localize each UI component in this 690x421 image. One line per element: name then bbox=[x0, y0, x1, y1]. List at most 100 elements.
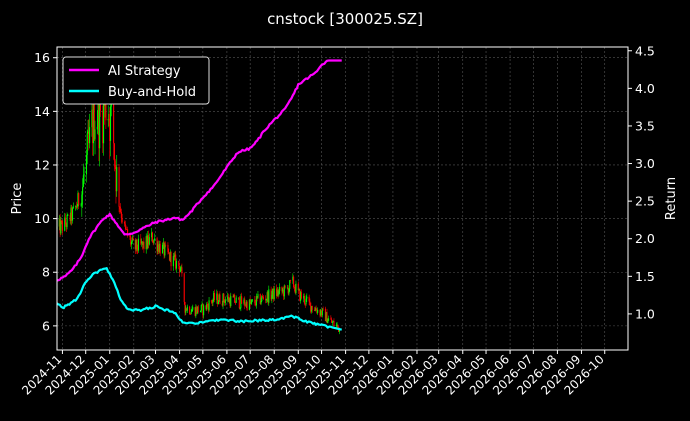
candle-body bbox=[321, 310, 323, 316]
candle-body bbox=[109, 119, 111, 141]
candle-body bbox=[168, 252, 170, 253]
candle-body bbox=[259, 294, 261, 304]
candle-body bbox=[164, 244, 166, 256]
candle-body bbox=[260, 301, 262, 304]
candle-body bbox=[286, 287, 288, 289]
candle-body bbox=[167, 244, 169, 253]
candle-body bbox=[163, 242, 165, 256]
candle-body bbox=[297, 283, 299, 291]
candle-body bbox=[222, 293, 224, 306]
candle-body bbox=[67, 214, 69, 216]
candle-body bbox=[278, 290, 280, 295]
candle-body bbox=[320, 310, 322, 316]
candle-body bbox=[81, 194, 83, 205]
candle-body bbox=[178, 260, 180, 267]
series-line-ai-strategy bbox=[56, 59, 342, 282]
candle-body bbox=[246, 301, 248, 310]
candle-body bbox=[221, 303, 223, 306]
series-lines bbox=[56, 59, 342, 331]
candle-body bbox=[281, 286, 283, 292]
candle-body bbox=[118, 167, 120, 207]
candle-body bbox=[326, 312, 328, 324]
right-tick-label: 1.5 bbox=[635, 269, 655, 284]
candle-body bbox=[299, 289, 301, 301]
candle-body bbox=[170, 251, 172, 267]
candle-body bbox=[97, 94, 99, 127]
candle-body bbox=[310, 306, 313, 312]
legend-label-buy-and-hold: Buy-and-Hold bbox=[108, 85, 196, 100]
candle-body bbox=[255, 296, 257, 306]
candle-body bbox=[102, 97, 105, 144]
candle-body bbox=[64, 217, 66, 231]
candle-body bbox=[216, 293, 218, 300]
legend-label-ai-strategy: AI Strategy bbox=[108, 64, 181, 79]
candle-body bbox=[151, 232, 153, 243]
left-tick-label: 8 bbox=[42, 265, 50, 280]
candle-body bbox=[173, 255, 175, 257]
candle-body bbox=[322, 308, 324, 310]
candle-body bbox=[183, 273, 185, 302]
candle-body bbox=[70, 207, 72, 221]
candle-body bbox=[190, 311, 192, 315]
candle-body bbox=[71, 207, 73, 221]
candlesticks bbox=[56, 73, 340, 335]
candle-body bbox=[217, 293, 219, 304]
right-axis: 1.0 1.5 2.0 2.5 3.0 3.5 4.0 4.5 bbox=[628, 43, 655, 321]
candle-body bbox=[89, 127, 91, 144]
candle-body bbox=[120, 212, 122, 219]
y-axis-label-right: Return bbox=[664, 177, 679, 220]
candle-body bbox=[113, 104, 115, 144]
left-tick-label: 12 bbox=[34, 157, 50, 172]
candle-body bbox=[86, 133, 88, 155]
candle-body bbox=[273, 288, 275, 300]
plot-frame bbox=[56, 46, 629, 351]
right-tick-label: 1.0 bbox=[635, 306, 655, 321]
candle-body bbox=[148, 237, 150, 245]
candle-body bbox=[295, 283, 297, 293]
candle-body bbox=[308, 296, 310, 302]
candle-body bbox=[114, 160, 116, 167]
candle-body bbox=[124, 223, 126, 227]
candle-body bbox=[64, 217, 67, 225]
candle-body bbox=[276, 288, 278, 296]
candle-body bbox=[303, 295, 306, 304]
candle-body bbox=[162, 242, 164, 245]
candle-body bbox=[319, 309, 321, 316]
candle-body bbox=[75, 205, 77, 207]
candle-body bbox=[261, 295, 263, 302]
candle-body bbox=[224, 300, 226, 303]
candle-body bbox=[130, 241, 133, 245]
candle-body bbox=[85, 154, 88, 175]
candle-body bbox=[212, 300, 214, 303]
candle-body bbox=[315, 308, 317, 311]
candle-body bbox=[197, 306, 199, 313]
candle-body bbox=[267, 292, 269, 303]
candle-body bbox=[143, 241, 145, 250]
right-tick-label: 2.0 bbox=[635, 231, 655, 246]
candle-body bbox=[205, 305, 207, 310]
candle-body bbox=[314, 309, 316, 311]
candle-body bbox=[120, 208, 122, 213]
candle-body bbox=[192, 307, 194, 310]
candle-body bbox=[228, 298, 230, 302]
candle-body bbox=[115, 166, 117, 192]
candle-body bbox=[272, 288, 274, 295]
candle-body bbox=[137, 238, 140, 251]
candle-body bbox=[110, 104, 112, 107]
candle-body bbox=[151, 232, 153, 238]
candle-body bbox=[249, 299, 251, 304]
right-tick-label: 4.0 bbox=[635, 81, 655, 96]
candle-body bbox=[332, 321, 334, 323]
candle-body bbox=[168, 252, 171, 261]
candle-body bbox=[294, 288, 296, 293]
candle-body bbox=[78, 193, 80, 206]
candle-body bbox=[126, 229, 128, 230]
left-tick-label: 6 bbox=[42, 318, 50, 333]
candle-body bbox=[91, 109, 93, 128]
candle-body bbox=[232, 296, 234, 298]
candle-body bbox=[75, 205, 77, 208]
candle-body bbox=[137, 249, 139, 251]
left-tick-label: 16 bbox=[34, 50, 50, 65]
candle-body bbox=[289, 280, 291, 289]
candle-body bbox=[169, 251, 171, 261]
